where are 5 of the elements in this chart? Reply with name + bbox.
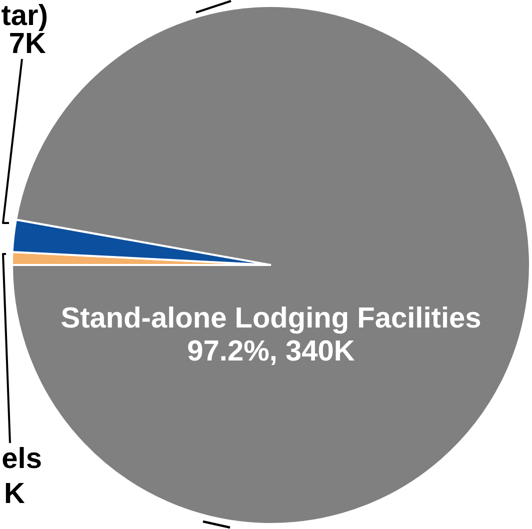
- slice-label: tar): [1, 0, 48, 32]
- slice-label: Stand-alone Lodging Facilities: [60, 302, 482, 335]
- data-label: 97.2%, 340K: [187, 336, 355, 368]
- data-label: K: [4, 478, 26, 510]
- slice-label: els: [2, 443, 42, 475]
